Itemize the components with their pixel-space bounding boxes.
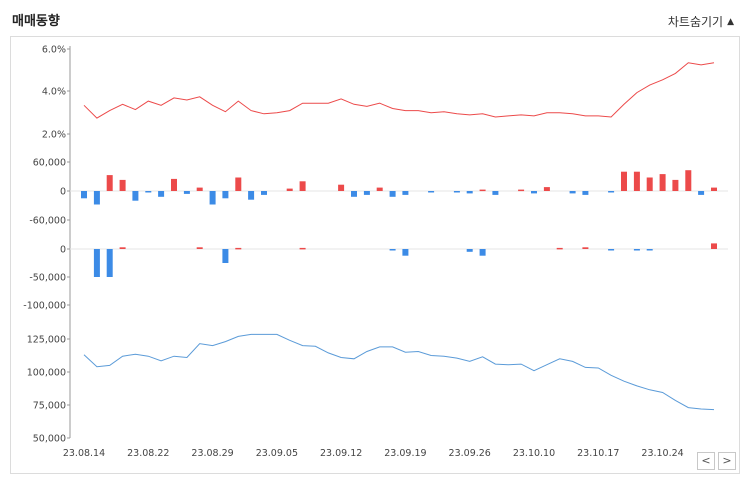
- x-tick-label: 23.08.22: [127, 448, 169, 459]
- section-title: 매매동향: [12, 14, 60, 29]
- net-buy-bar: [453, 191, 460, 193]
- net-buy-bar: [389, 191, 396, 197]
- net-buy-bar: [543, 187, 550, 191]
- net-buy-bar: [402, 191, 409, 195]
- net-buy-bar: [608, 249, 615, 251]
- net-buy-bar: [286, 188, 293, 191]
- net-buy-bar: [492, 191, 499, 195]
- net-buy-bar: [672, 179, 679, 191]
- y-tick-label: -50,000: [29, 273, 66, 284]
- triangle-up-icon: ▲: [727, 16, 734, 27]
- net-buy-bar: [428, 191, 435, 193]
- chart-frame: [10, 36, 740, 474]
- net-buy-bar: [261, 191, 267, 195]
- net-buy-bar: [633, 249, 640, 251]
- net-buy-bar: [171, 178, 177, 191]
- net-buy-bar: [93, 191, 100, 205]
- rate-line: [83, 62, 715, 119]
- net-buy-bar: [299, 181, 306, 191]
- net-buy-bar: [222, 191, 229, 199]
- net-buy-bar: [389, 249, 396, 251]
- y-tick-label: -60,000: [29, 216, 66, 227]
- y-tick-label: 0: [60, 187, 66, 198]
- net-buy-bar: [569, 191, 576, 194]
- x-tick-label: 23.09.26: [449, 448, 491, 459]
- net-buy-bar: [466, 191, 473, 194]
- net-buy-bar: [711, 243, 717, 249]
- net-buy-bar: [93, 249, 100, 277]
- net-buy-bar: [659, 174, 666, 191]
- y-tick-label: 75,000: [33, 401, 66, 412]
- net-buy-bar: [363, 191, 370, 195]
- y-tick-label: 6.0%: [42, 45, 66, 56]
- net-buy-bar: [338, 184, 345, 191]
- net-buy-bar: [518, 189, 525, 192]
- y-tick-label: 4.0%: [42, 87, 66, 98]
- net-buy-bar: [196, 187, 203, 191]
- net-buy-bar: [222, 249, 229, 263]
- net-buy-bar: [531, 191, 537, 194]
- net-buy-bar: [646, 177, 653, 191]
- net-buy-bar: [479, 249, 486, 256]
- x-tick-label: 23.08.29: [191, 448, 233, 459]
- net-buy-bar: [81, 191, 87, 199]
- net-buy-bar: [119, 247, 126, 249]
- net-buy-bar: [402, 249, 409, 256]
- net-buy-bar: [376, 187, 383, 191]
- net-buy-bar: [235, 247, 242, 250]
- net-buy-bar: [299, 247, 306, 250]
- net-buy-bar: [106, 249, 113, 277]
- volume-line: [83, 333, 715, 411]
- net-buy-bar: [698, 191, 705, 195]
- y-tick-label: -100,000: [23, 301, 66, 312]
- y-tick-label: 2.0%: [42, 130, 66, 141]
- net-buy-bar: [608, 191, 615, 193]
- net-buy-bar: [582, 247, 589, 249]
- net-buy-bar: [711, 187, 717, 191]
- chevron-right-icon: >: [722, 454, 732, 467]
- y-tick-label: 125,000: [27, 335, 66, 346]
- y-tick-label: 0: [60, 245, 66, 256]
- hide-chart-label: 차트숨기기: [667, 15, 724, 29]
- net-buy-bar: [479, 189, 486, 192]
- chevron-left-icon: <: [701, 454, 711, 467]
- net-buy-bar: [685, 170, 692, 191]
- net-buy-bar: [646, 249, 653, 251]
- net-buy-bar: [106, 175, 113, 191]
- net-buy-bar: [621, 171, 627, 191]
- x-tick-label: 23.09.12: [320, 448, 362, 459]
- net-buy-bar: [235, 177, 242, 191]
- net-buy-bar: [183, 191, 190, 194]
- net-buy-bar: [196, 247, 203, 249]
- net-buy-bar: [556, 247, 563, 250]
- x-tick-label: 23.08.14: [63, 448, 105, 459]
- x-tick-label: 23.10.10: [513, 448, 555, 459]
- net-buy-bar: [119, 179, 126, 191]
- y-tick-label: 60,000: [33, 158, 66, 169]
- net-buy-bar: [466, 249, 473, 252]
- net-buy-bar: [209, 191, 216, 205]
- y-tick-label: 100,000: [27, 368, 66, 379]
- x-tick-label: 23.09.19: [384, 448, 426, 459]
- net-buy-bar: [145, 191, 152, 193]
- x-tick-label: 23.10.17: [577, 448, 619, 459]
- hide-chart-button[interactable]: 차트숨기기 ▲: [668, 13, 734, 30]
- x-tick-label: 23.09.05: [256, 448, 298, 459]
- y-tick-label: 50,000: [33, 434, 66, 445]
- net-buy-bar: [158, 191, 165, 197]
- net-buy-bar: [351, 191, 357, 197]
- prev-page-button[interactable]: <: [697, 452, 715, 470]
- net-buy-bar: [582, 191, 589, 195]
- net-buy-bar: [633, 171, 640, 191]
- net-buy-bar: [248, 191, 255, 200]
- net-buy-bar: [132, 191, 139, 201]
- next-page-button[interactable]: >: [718, 452, 736, 470]
- x-tick-label: 23.10.24: [641, 448, 683, 459]
